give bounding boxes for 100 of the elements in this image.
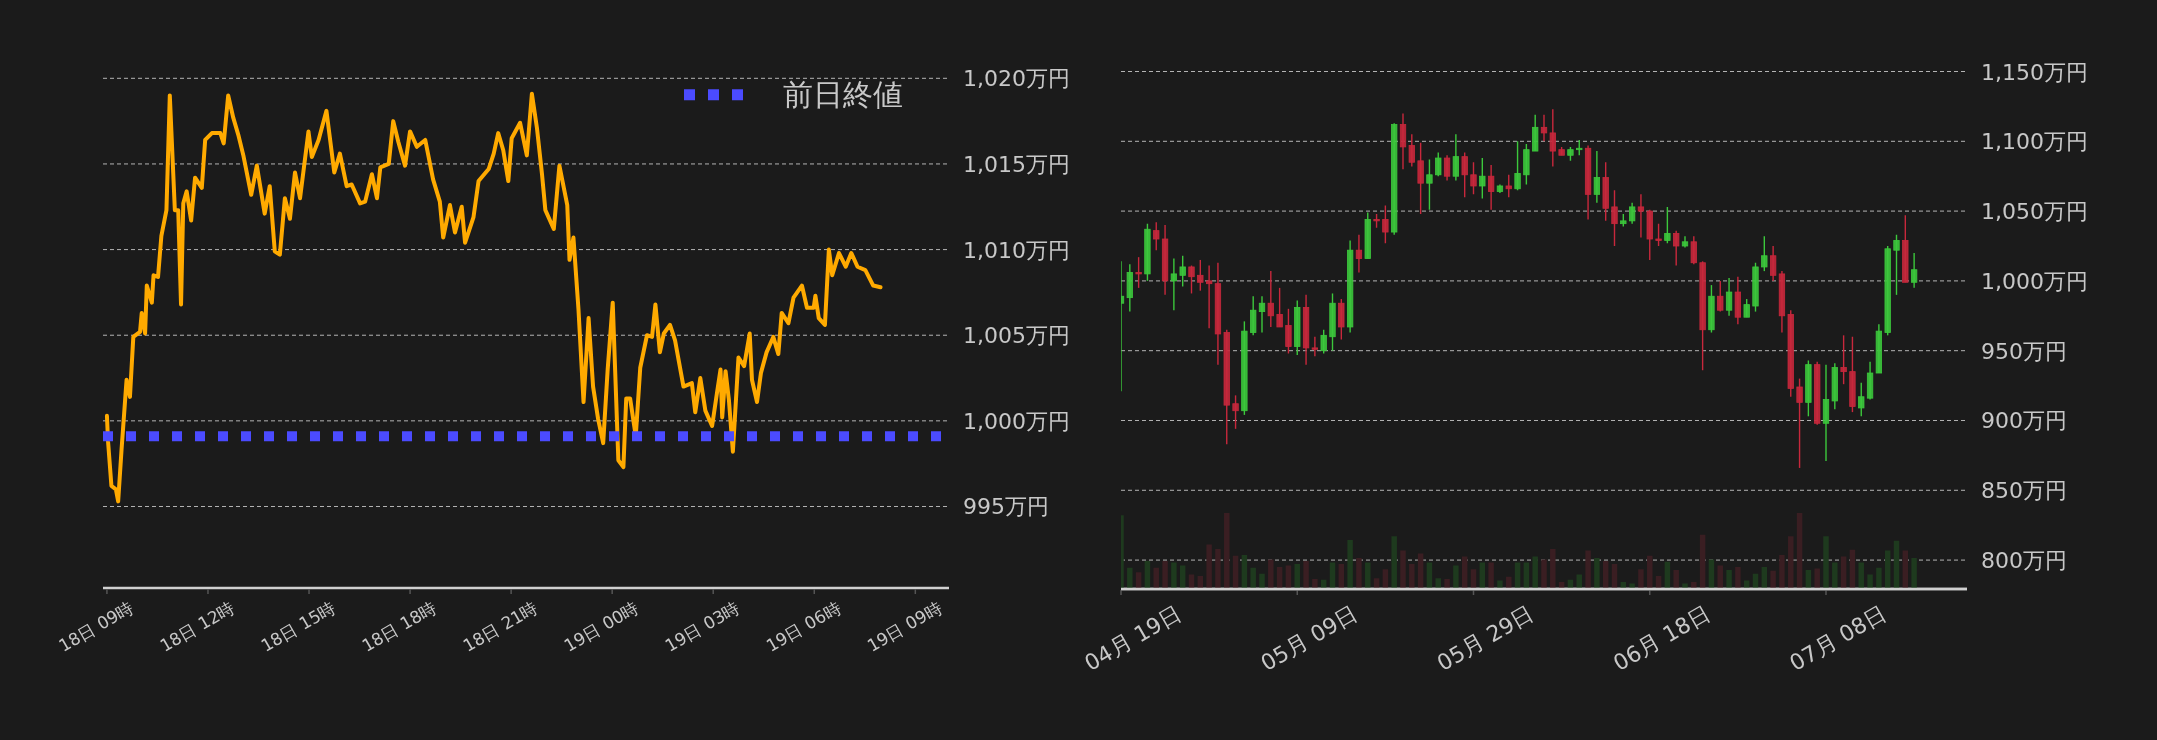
bar <box>1911 558 1917 588</box>
bar <box>1849 549 1856 588</box>
bar <box>1611 564 1618 588</box>
candlestick <box>1673 229 1680 267</box>
y-tick-label: 995万円 <box>963 494 1049 520</box>
y-tick-label: 1,020万円 <box>963 66 1070 92</box>
y-tick-label: 1,010万円 <box>963 237 1070 263</box>
bar <box>1620 582 1627 588</box>
x-tick-label: 07月 08日 <box>1785 600 1891 676</box>
bar <box>1461 556 1468 588</box>
x-tick-label: 05月 29日 <box>1432 600 1538 676</box>
bar <box>1876 567 1882 588</box>
bar <box>1479 562 1486 588</box>
bar <box>1435 578 1441 588</box>
bar <box>1594 558 1600 588</box>
candlestick <box>1205 264 1213 330</box>
x-tick-label: 19日 06時 <box>762 597 845 656</box>
candlestick <box>1655 222 1662 247</box>
bar <box>1541 559 1547 588</box>
bar <box>1893 540 1900 588</box>
candlestick <box>1761 235 1768 272</box>
candlestick <box>1910 252 1918 289</box>
y-tick-label: 900万円 <box>1981 408 2067 434</box>
y-tick-label: 1,150万円 <box>1981 59 2088 85</box>
x-tick-label: 18日 21時 <box>459 597 542 656</box>
bar <box>1814 568 1820 588</box>
x-tick-label: 19日 00時 <box>560 597 643 656</box>
candlestick <box>1250 295 1257 337</box>
candlestick <box>1822 363 1830 462</box>
bar <box>1761 567 1768 588</box>
candlestick <box>1417 141 1424 215</box>
bar <box>1602 561 1609 588</box>
bar <box>1735 567 1741 588</box>
bar <box>1365 562 1371 588</box>
candlestick <box>1461 151 1468 198</box>
x-tick-label: 18日 15時 <box>257 597 340 656</box>
candlestick <box>1408 133 1415 168</box>
y-tick-label: 1,050万円 <box>1981 199 2088 225</box>
candlestick <box>1355 234 1363 274</box>
candlestick <box>1540 114 1548 142</box>
legend-label: 前日終値 <box>783 77 903 113</box>
bar <box>1699 534 1706 588</box>
x-tick-label: 19日 09時 <box>863 597 946 656</box>
x-tick-label: 18日 12時 <box>156 597 238 656</box>
bar <box>1682 583 1688 588</box>
candlestick <box>1487 164 1495 211</box>
bar <box>1770 570 1776 588</box>
x-tick-label: 06月 18日 <box>1609 600 1715 676</box>
candlestick <box>1514 140 1521 191</box>
bar <box>1470 569 1477 588</box>
candlestick <box>1311 336 1318 357</box>
bar <box>1224 513 1230 588</box>
x-tick-label: 04月 19日 <box>1080 600 1186 676</box>
bar <box>1858 562 1864 588</box>
candlestick <box>1443 154 1451 182</box>
candlestick <box>1628 202 1636 225</box>
y-tick-label: 950万円 <box>1981 338 2067 364</box>
candlestick <box>1858 382 1865 417</box>
bar <box>1506 576 1512 588</box>
bar <box>1426 562 1433 588</box>
candlestick <box>1435 151 1442 177</box>
candlestick <box>1135 256 1142 289</box>
x-tick-label: 18日 09時 <box>55 597 137 656</box>
candlestick <box>1452 133 1459 182</box>
bar <box>1232 555 1239 588</box>
bar <box>1708 559 1715 588</box>
bar <box>1638 569 1644 588</box>
candlestick <box>1285 308 1292 355</box>
candlestick <box>1258 295 1266 334</box>
bar <box>1338 564 1345 588</box>
candlestick <box>1232 394 1239 430</box>
bar <box>1215 549 1221 588</box>
bar <box>1400 550 1406 588</box>
y-tick-label: 1,100万円 <box>1981 129 2088 155</box>
bar <box>1629 583 1635 588</box>
bar <box>1726 570 1732 588</box>
bar <box>1312 579 1318 588</box>
bar <box>1779 555 1785 588</box>
candlestick <box>1725 277 1733 317</box>
bar <box>1514 562 1521 588</box>
bar <box>1840 556 1847 588</box>
y-tick-label: 1,005万円 <box>963 323 1070 349</box>
candlestick <box>1276 287 1283 328</box>
candlestick <box>1893 234 1900 296</box>
candlestick <box>1153 221 1160 251</box>
bar <box>1391 536 1397 588</box>
bar <box>1347 540 1353 588</box>
candlestick <box>1769 245 1777 282</box>
bar <box>1153 567 1159 588</box>
candlestick <box>1338 298 1345 341</box>
bar <box>1241 555 1248 588</box>
bar <box>1558 582 1565 588</box>
bar <box>1532 556 1538 588</box>
candlestick <box>1549 108 1556 168</box>
candlestick <box>1637 193 1645 239</box>
candlestick <box>1399 112 1407 170</box>
candlestick <box>1664 206 1671 244</box>
bar <box>1135 572 1142 588</box>
candlestick <box>1796 377 1803 469</box>
candlestick <box>1382 204 1389 244</box>
